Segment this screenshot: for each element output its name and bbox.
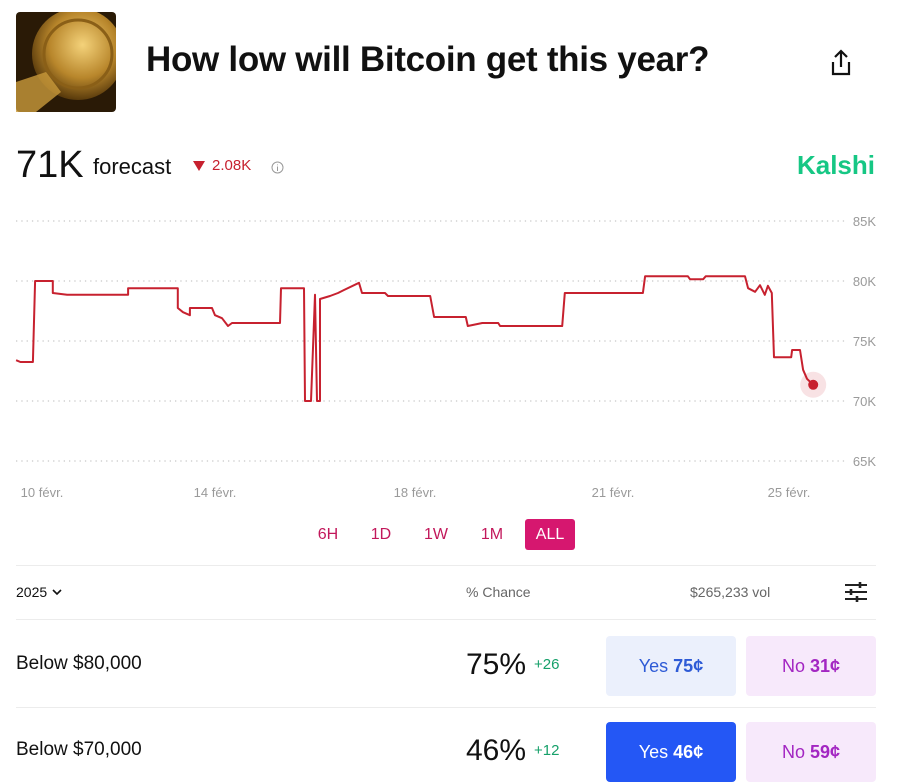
chance: 46% xyxy=(466,734,527,767)
range-button[interactable]: 6H xyxy=(317,526,339,543)
x-tick-label: 18 févr. xyxy=(394,485,437,500)
outcome-name: Below $70,000 xyxy=(16,739,142,760)
forecast-label: forecast xyxy=(93,154,172,179)
year: 2025 xyxy=(16,584,48,600)
x-tick-label: 21 févr. xyxy=(592,485,635,500)
yes-label: Yes xyxy=(638,656,669,676)
yes-button[interactable]: Yes 75¢ xyxy=(606,636,736,696)
range-button[interactable]: ALL xyxy=(525,519,575,550)
x-tick-label: 10 févr. xyxy=(21,485,64,500)
yes-button[interactable]: Yes 46¢ xyxy=(606,722,736,782)
range-button[interactable]: 1M xyxy=(480,526,504,543)
divider xyxy=(16,707,876,708)
x-tick-label: 14 févr. xyxy=(194,485,237,500)
down-arrow xyxy=(193,161,205,171)
y-tick-label: 75K xyxy=(853,334,876,349)
x-tick-label: 25 févr. xyxy=(768,485,811,500)
yes-price: 46¢ xyxy=(673,742,704,762)
end-point xyxy=(808,379,819,390)
y-tick-label: 80K xyxy=(853,274,876,289)
no-button[interactable]: No 31¢ xyxy=(746,636,876,696)
no-button[interactable]: No 59¢ xyxy=(746,722,876,782)
chance-header: % Chance xyxy=(466,584,531,600)
info-icon[interactable] xyxy=(271,161,284,174)
share-button[interactable] xyxy=(828,48,854,78)
y-tick-label: 70K xyxy=(853,394,876,409)
chevron xyxy=(52,589,62,596)
forecast-change: 2.08K xyxy=(212,157,252,174)
range-button[interactable]: 1D xyxy=(370,526,392,543)
volume: $265,233 vol xyxy=(690,584,771,600)
range-button[interactable]: 1W xyxy=(424,526,448,543)
divider xyxy=(16,619,876,620)
no-price: 59¢ xyxy=(809,742,841,762)
no-price: 31¢ xyxy=(809,656,841,676)
yes-price: 75¢ xyxy=(673,656,704,676)
brand: Kalshi xyxy=(796,150,875,180)
y-tick-label: 85K xyxy=(853,214,876,229)
year-selector[interactable]: 2025 xyxy=(16,584,63,600)
y-tick-label: 65K xyxy=(853,454,876,469)
divider xyxy=(16,565,876,566)
filter-button[interactable] xyxy=(843,580,869,604)
chart: 85K 80K 75K 70K 65K 10 févr. 14 févr. 18 févr. 2… xyxy=(15,214,876,500)
no-label: No xyxy=(781,742,805,762)
market-image xyxy=(16,12,116,112)
outcome-name: Below $80,000 xyxy=(16,653,142,674)
chance-change: +12 xyxy=(534,742,560,759)
page-title: How low will Bitcoin get this year? xyxy=(146,40,710,79)
chance-change: +26 xyxy=(534,656,560,673)
chance: 75% xyxy=(466,648,527,681)
forecast-value: 71K xyxy=(16,144,84,186)
price-line xyxy=(15,275,814,402)
no-label: No xyxy=(781,656,805,676)
yes-label: Yes xyxy=(638,742,669,762)
